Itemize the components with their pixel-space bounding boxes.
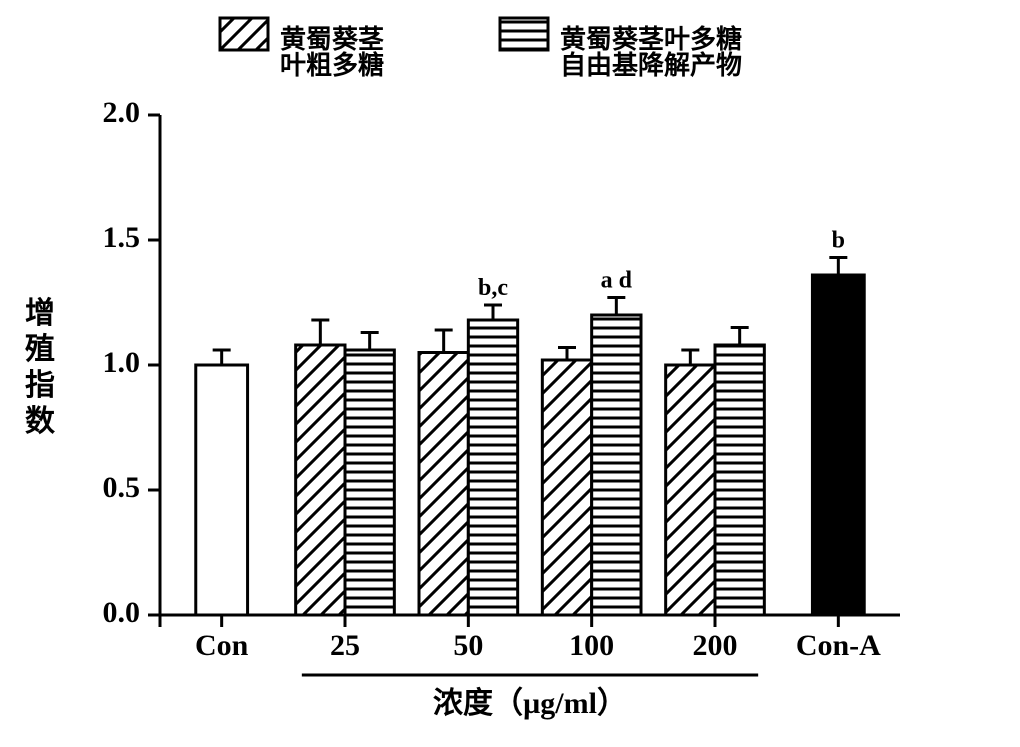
x-tick-label: 50 bbox=[453, 629, 483, 662]
svg-text:数: 数 bbox=[25, 405, 56, 438]
bar-annotation: a d bbox=[601, 268, 633, 294]
bar bbox=[812, 275, 864, 615]
bar bbox=[666, 365, 715, 615]
legend-swatch bbox=[500, 18, 548, 50]
y-tick-label: 0.5 bbox=[103, 471, 141, 504]
x-axis-title: 浓度（µg/ml） bbox=[433, 686, 627, 720]
svg-text:增: 增 bbox=[25, 297, 55, 330]
bar bbox=[592, 315, 641, 615]
legend-swatch bbox=[220, 18, 268, 50]
legend-label: 自由基降解产物 bbox=[560, 50, 742, 80]
y-tick-label: 2.0 bbox=[103, 96, 141, 129]
bars-layer bbox=[196, 275, 864, 615]
legend-label: 叶粗多糖 bbox=[280, 50, 384, 80]
annot-layer: b,c a d b bbox=[478, 228, 845, 302]
y-axis-title: 增殖指数 bbox=[25, 297, 56, 438]
legend-layer: 黄蜀葵茎叶粗多糖 黄蜀葵茎叶多糖自由基降解产物 bbox=[220, 18, 742, 80]
bar bbox=[296, 345, 345, 615]
x-tick-label: 200 bbox=[693, 629, 738, 662]
bar bbox=[196, 365, 248, 615]
bar bbox=[468, 320, 517, 615]
bar bbox=[715, 345, 764, 615]
legend-label: 黄蜀葵茎 bbox=[280, 25, 384, 54]
x-tick-label: 25 bbox=[330, 629, 360, 662]
legend-label: 黄蜀葵茎叶多糖 bbox=[560, 24, 742, 54]
svg-text:指: 指 bbox=[25, 369, 55, 402]
bar-annotation: b,c bbox=[478, 275, 508, 301]
bar bbox=[419, 353, 468, 616]
chart-svg: 0.0 0.5 1.0 1.5 2.0 b,c a d b 黄蜀葵茎叶粗多糖 黄蜀葵茎叶多糖自… bbox=[0, 0, 1020, 747]
y-tick-label: 1.0 bbox=[103, 346, 141, 379]
y-tick-label: 1.5 bbox=[103, 221, 141, 254]
svg-text:殖: 殖 bbox=[25, 333, 55, 366]
x-tick-label: 100 bbox=[569, 629, 614, 662]
bar bbox=[542, 360, 591, 615]
x-tick-label: Con-A bbox=[796, 629, 881, 662]
x-tick-label: Con bbox=[195, 629, 249, 662]
bar bbox=[345, 350, 394, 615]
bar-annotation: b bbox=[832, 228, 845, 254]
bar-chart: 0.0 0.5 1.0 1.5 2.0 b,c a d b 黄蜀葵茎叶粗多糖 黄蜀葵茎叶多糖自… bbox=[0, 0, 1020, 747]
y-tick-label: 0.0 bbox=[103, 596, 141, 629]
